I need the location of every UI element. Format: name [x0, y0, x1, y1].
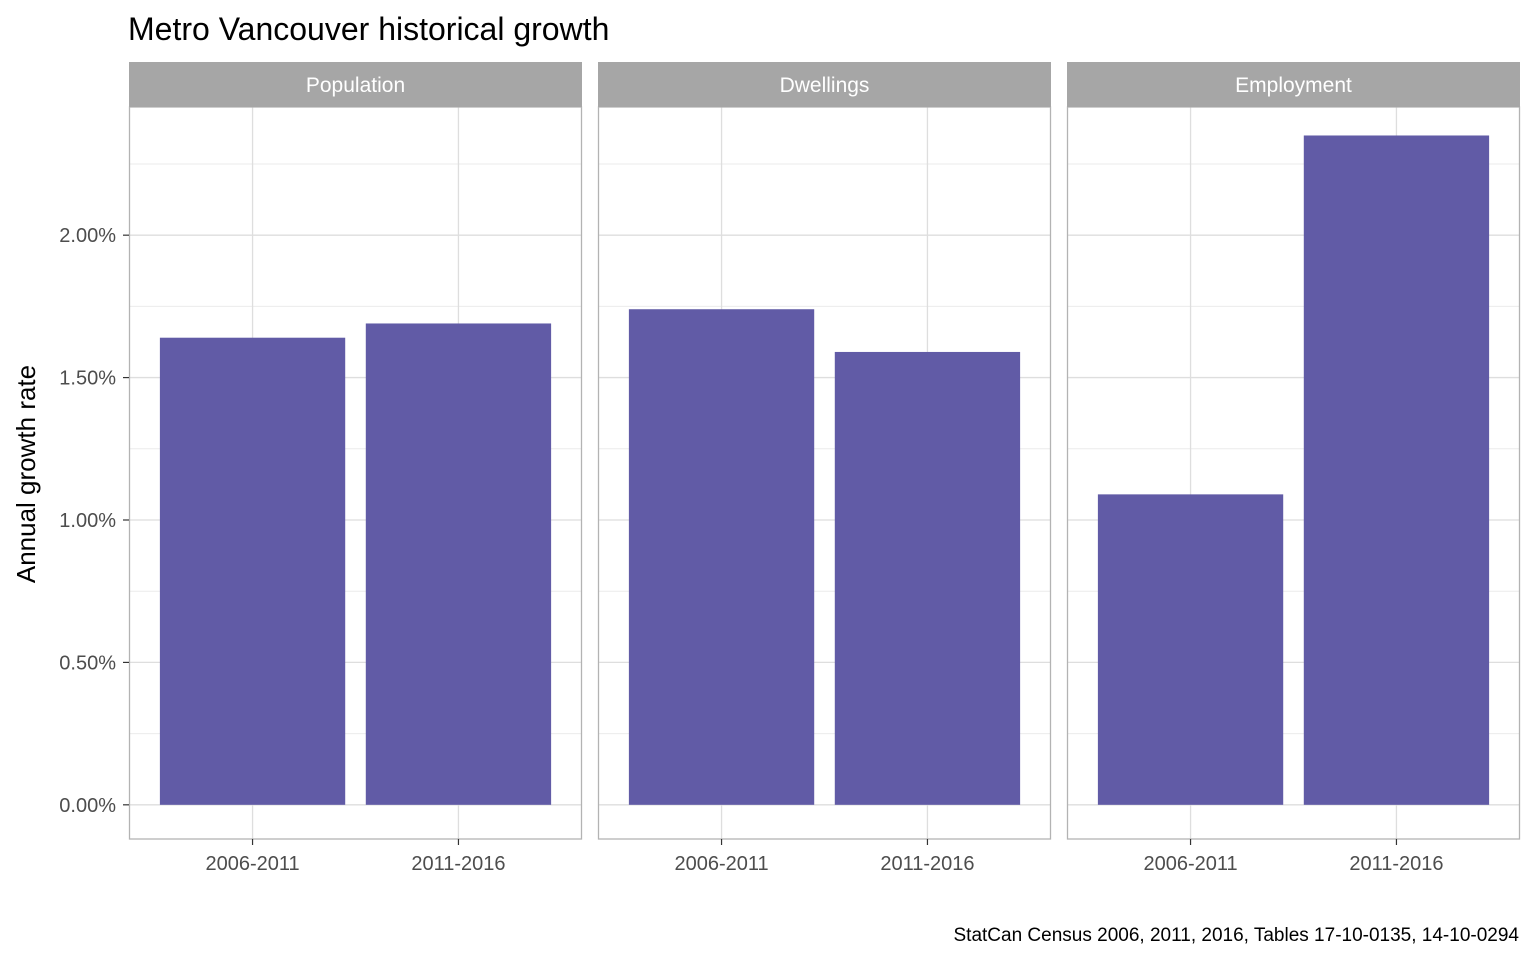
- x-tick-label: 2011-2016: [411, 853, 505, 875]
- y-tick-label: 2.00%: [59, 225, 116, 247]
- facet-strip: [129, 62, 582, 107]
- bar-employment-2011-2016: [1303, 135, 1490, 805]
- facet-strip: [598, 62, 1051, 107]
- y-tick-label: 0.00%: [59, 795, 116, 817]
- bar-population-2011-2016: [365, 323, 552, 805]
- chart-caption: StatCan Census 2006, 2011, 2016, Tables …: [954, 925, 1520, 946]
- x-tick-label: 2011-2016: [1349, 853, 1443, 875]
- facet-panel-population: Population 2006-2011 2011-2016: [128, 62, 583, 875]
- x-tick-label: 2006-2011: [1143, 853, 1237, 875]
- chart-title: Metro Vancouver historical growth: [128, 11, 609, 47]
- bar-dwellings-2011-2016: [834, 351, 1021, 805]
- x-tick-label: 2006-2011: [674, 853, 768, 875]
- y-tick-label: 1.00%: [59, 510, 116, 532]
- facet-strip-label: Population: [306, 74, 405, 97]
- bar-dwellings-2006-2011: [628, 309, 815, 805]
- y-axis: 0.00% 0.50% 1.00% 1.50% 2.00%: [59, 225, 129, 817]
- bar-employment-2006-2011: [1097, 494, 1284, 805]
- facet-panel-employment: Employment 2006-2011 2011-2016: [1066, 62, 1521, 875]
- facet-strip-label: Employment: [1235, 74, 1352, 97]
- facet-panels: Population 2006-2011 2011-2016 Dwellings 200…: [128, 62, 1521, 875]
- y-tick-label: 0.50%: [59, 652, 116, 674]
- y-tick-label: 1.50%: [59, 368, 116, 390]
- x-tick-label: 2011-2016: [880, 853, 974, 875]
- y-axis-title: Annual growth rate: [11, 365, 41, 583]
- facet-strip: [1067, 62, 1520, 107]
- facet-panel-dwellings: Dwellings 2006-2011 2011-2016: [597, 62, 1052, 875]
- x-tick-label: 2006-2011: [205, 853, 299, 875]
- facet-strip-label: Dwellings: [780, 74, 870, 97]
- bar-population-2006-2011: [159, 337, 346, 805]
